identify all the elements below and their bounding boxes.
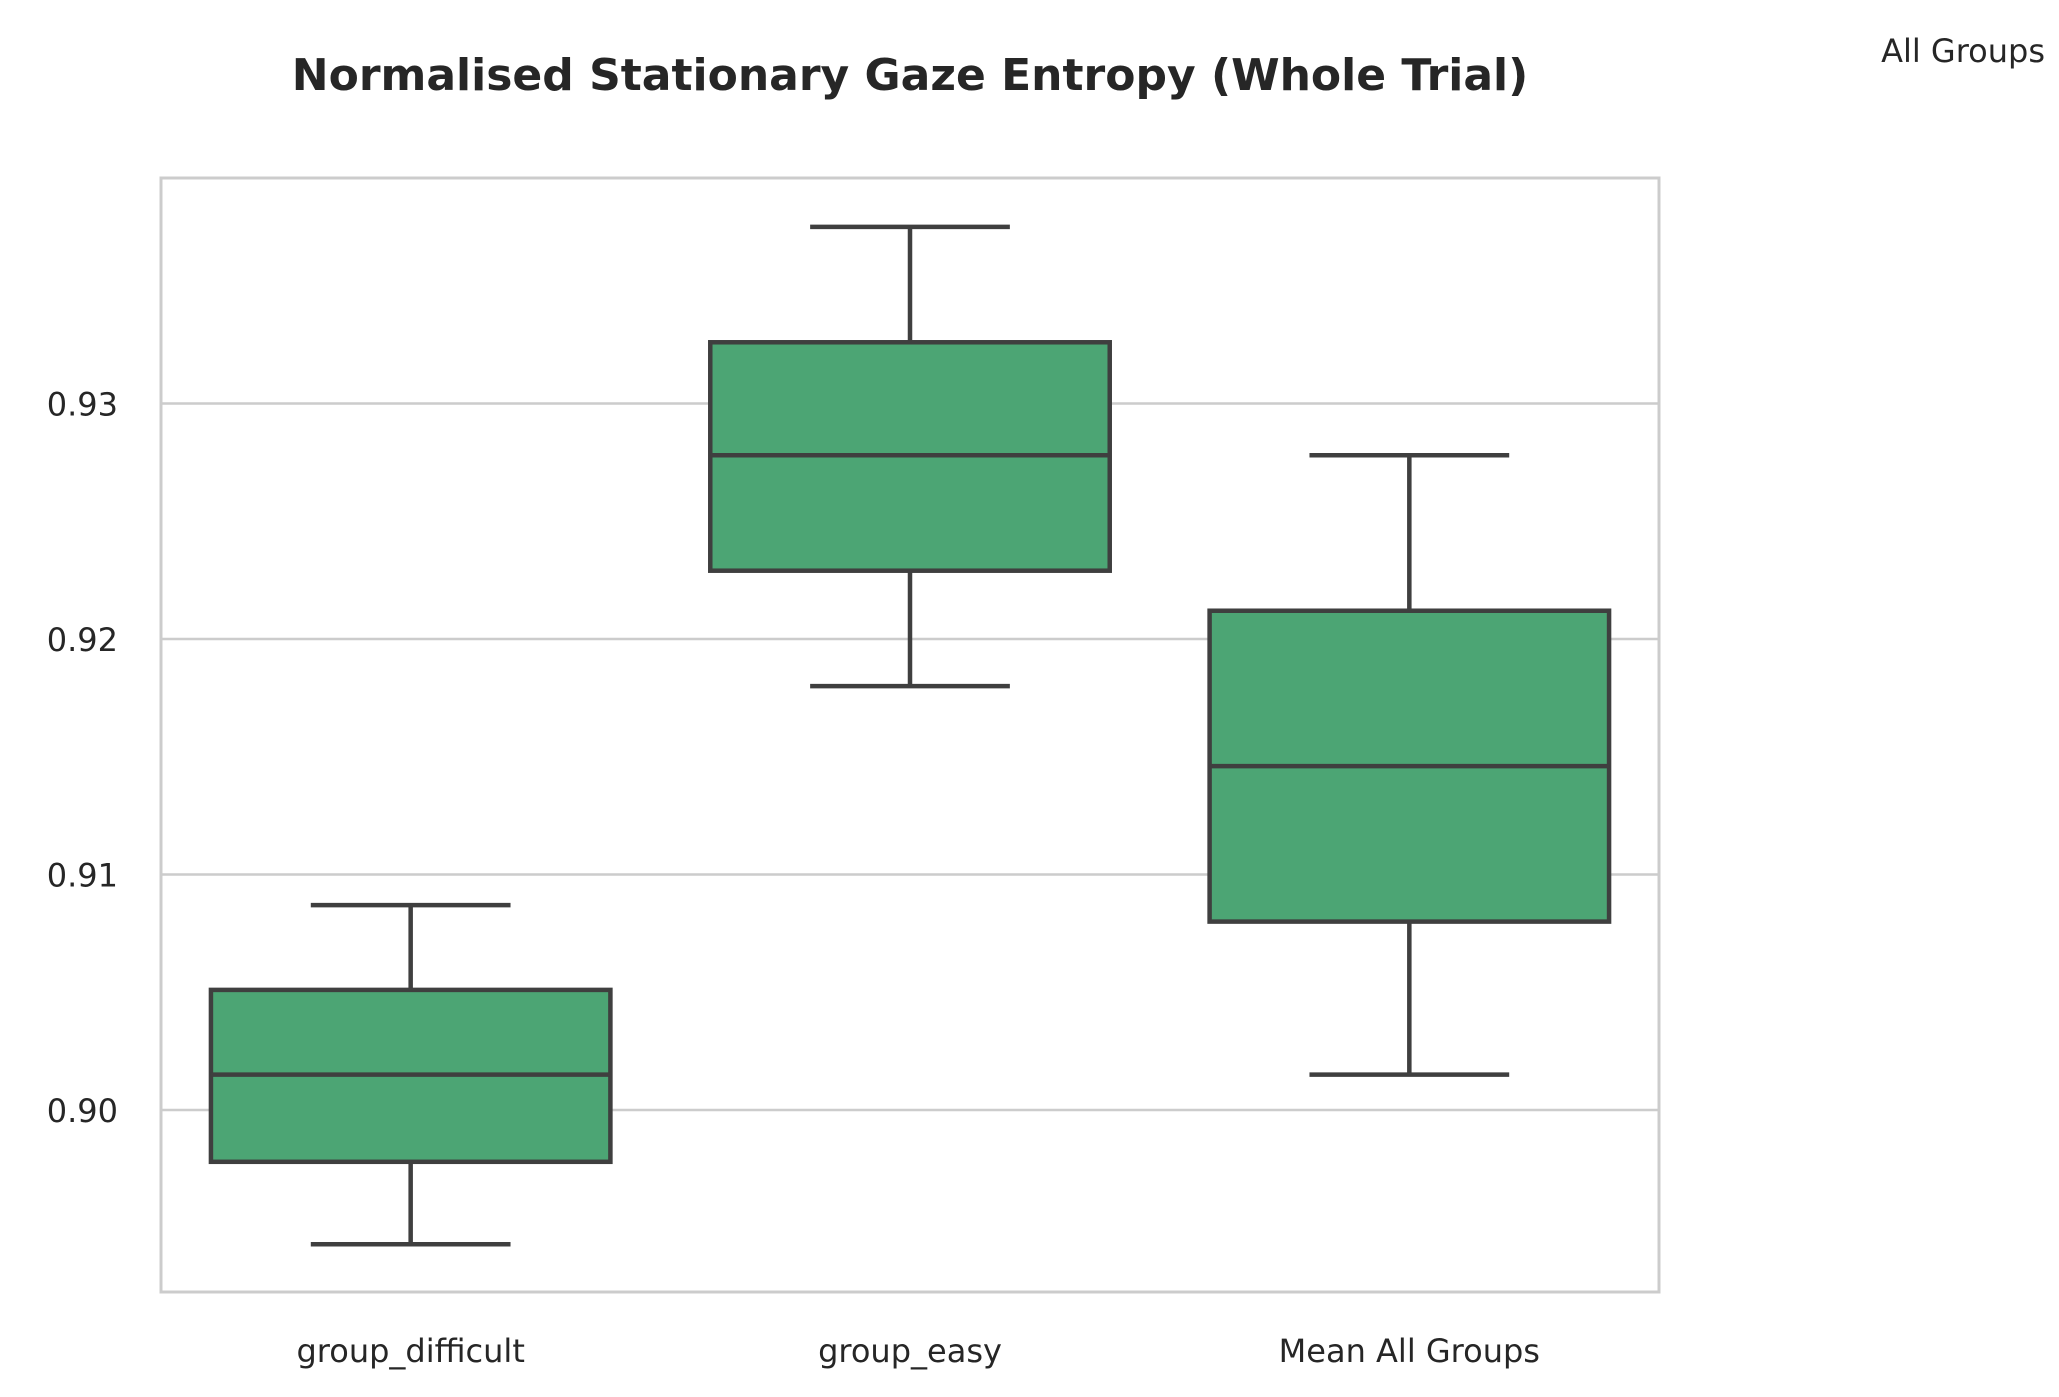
chart-title: Normalised Stationary Gaze Entropy (Whol… — [292, 50, 1528, 101]
y-tick-label: 0.93 — [47, 386, 118, 424]
x-tick-label: Mean All Groups — [1279, 1332, 1540, 1370]
x-tick-label: group_difficult — [296, 1332, 524, 1370]
y-tick-label: 0.90 — [47, 1092, 118, 1130]
x-tick-label: group_easy — [818, 1332, 1002, 1370]
box-group_easy — [708, 224, 1112, 689]
y-tick-label: 0.92 — [47, 621, 118, 659]
y-tick-label: 0.91 — [47, 857, 118, 895]
y-axis-ticks: 0.90 0.91 0.92 0.93 — [47, 386, 118, 1131]
plot-frame — [159, 176, 1661, 1294]
box-plots — [208, 224, 1612, 1247]
x-axis-ticks: group_difficult group_easy Mean All Groups — [296, 1332, 1540, 1370]
box-group_difficult — [208, 902, 613, 1247]
legend-title: All Groups — [1881, 32, 2045, 70]
box-Mean All Groups — [1207, 453, 1612, 1077]
